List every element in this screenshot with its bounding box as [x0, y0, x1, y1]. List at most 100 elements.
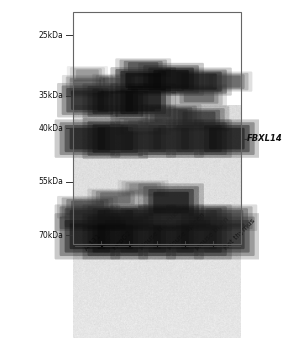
Text: Mouse spleen: Mouse spleen	[167, 212, 206, 251]
FancyBboxPatch shape	[166, 119, 232, 158]
FancyBboxPatch shape	[71, 201, 104, 214]
Text: 40kDa: 40kDa	[38, 124, 63, 133]
FancyBboxPatch shape	[148, 208, 194, 227]
FancyBboxPatch shape	[124, 61, 163, 75]
FancyBboxPatch shape	[82, 118, 148, 159]
FancyBboxPatch shape	[65, 220, 110, 253]
FancyBboxPatch shape	[88, 206, 143, 229]
FancyBboxPatch shape	[65, 208, 110, 227]
FancyBboxPatch shape	[171, 217, 227, 256]
FancyBboxPatch shape	[180, 88, 219, 104]
FancyBboxPatch shape	[66, 88, 108, 112]
Text: Mouse brain: Mouse brain	[195, 216, 230, 251]
Text: A-431: A-431	[83, 232, 103, 251]
FancyBboxPatch shape	[96, 191, 135, 205]
FancyBboxPatch shape	[55, 204, 120, 231]
FancyBboxPatch shape	[148, 68, 194, 91]
FancyBboxPatch shape	[128, 120, 158, 131]
Bar	[74, 12, 241, 244]
FancyBboxPatch shape	[62, 197, 113, 217]
FancyBboxPatch shape	[120, 71, 166, 90]
FancyBboxPatch shape	[100, 193, 130, 203]
FancyBboxPatch shape	[194, 119, 260, 158]
Text: 55kDa: 55kDa	[38, 177, 63, 186]
FancyBboxPatch shape	[55, 213, 120, 259]
FancyBboxPatch shape	[126, 182, 161, 195]
FancyBboxPatch shape	[115, 86, 171, 117]
FancyBboxPatch shape	[201, 206, 253, 229]
FancyBboxPatch shape	[199, 217, 255, 256]
FancyBboxPatch shape	[126, 128, 161, 149]
FancyBboxPatch shape	[115, 117, 171, 135]
FancyBboxPatch shape	[66, 77, 109, 96]
FancyBboxPatch shape	[145, 106, 197, 125]
FancyBboxPatch shape	[204, 125, 250, 152]
FancyBboxPatch shape	[98, 127, 133, 150]
FancyBboxPatch shape	[181, 223, 217, 249]
FancyBboxPatch shape	[98, 223, 133, 249]
FancyBboxPatch shape	[93, 89, 138, 114]
FancyBboxPatch shape	[98, 91, 133, 112]
Text: HepG2: HepG2	[111, 230, 133, 251]
FancyBboxPatch shape	[115, 69, 171, 92]
Text: 35kDa: 35kDa	[38, 91, 63, 100]
FancyBboxPatch shape	[115, 206, 171, 229]
FancyBboxPatch shape	[176, 71, 222, 92]
FancyBboxPatch shape	[153, 70, 189, 89]
FancyBboxPatch shape	[138, 63, 204, 96]
FancyBboxPatch shape	[59, 122, 115, 155]
FancyBboxPatch shape	[171, 206, 227, 229]
FancyBboxPatch shape	[148, 125, 194, 152]
Text: Rat thymus: Rat thymus	[223, 218, 256, 251]
FancyBboxPatch shape	[204, 220, 250, 253]
FancyBboxPatch shape	[59, 206, 115, 229]
FancyBboxPatch shape	[150, 107, 192, 124]
FancyBboxPatch shape	[194, 213, 260, 259]
Text: 70kDa: 70kDa	[38, 231, 63, 240]
FancyBboxPatch shape	[62, 75, 113, 98]
FancyBboxPatch shape	[143, 65, 199, 93]
FancyBboxPatch shape	[118, 180, 169, 197]
FancyBboxPatch shape	[115, 58, 171, 77]
Text: FBXL14: FBXL14	[247, 134, 283, 143]
FancyBboxPatch shape	[110, 83, 176, 119]
FancyBboxPatch shape	[59, 217, 115, 256]
FancyBboxPatch shape	[153, 192, 189, 214]
FancyBboxPatch shape	[176, 208, 222, 227]
FancyBboxPatch shape	[205, 73, 249, 90]
FancyBboxPatch shape	[70, 210, 105, 225]
FancyBboxPatch shape	[82, 83, 148, 119]
FancyBboxPatch shape	[143, 186, 199, 219]
FancyBboxPatch shape	[153, 210, 189, 225]
FancyBboxPatch shape	[66, 199, 108, 215]
FancyBboxPatch shape	[120, 118, 167, 134]
FancyBboxPatch shape	[175, 86, 223, 105]
FancyBboxPatch shape	[169, 106, 229, 131]
FancyBboxPatch shape	[67, 66, 108, 83]
FancyBboxPatch shape	[181, 210, 217, 225]
FancyBboxPatch shape	[166, 68, 232, 96]
FancyBboxPatch shape	[93, 208, 138, 227]
FancyBboxPatch shape	[57, 83, 118, 118]
FancyBboxPatch shape	[213, 76, 241, 88]
FancyBboxPatch shape	[143, 122, 199, 155]
FancyBboxPatch shape	[129, 183, 157, 194]
FancyBboxPatch shape	[171, 70, 227, 94]
FancyBboxPatch shape	[120, 89, 166, 114]
FancyBboxPatch shape	[138, 183, 204, 222]
FancyBboxPatch shape	[166, 213, 232, 259]
FancyBboxPatch shape	[93, 220, 138, 253]
FancyBboxPatch shape	[92, 74, 138, 94]
FancyBboxPatch shape	[115, 217, 171, 256]
FancyBboxPatch shape	[143, 217, 199, 256]
FancyBboxPatch shape	[143, 206, 199, 229]
FancyBboxPatch shape	[148, 220, 194, 253]
FancyBboxPatch shape	[138, 119, 204, 158]
FancyBboxPatch shape	[141, 104, 201, 127]
FancyBboxPatch shape	[181, 128, 217, 149]
FancyBboxPatch shape	[210, 210, 243, 225]
FancyBboxPatch shape	[120, 208, 166, 227]
FancyBboxPatch shape	[110, 119, 176, 158]
FancyBboxPatch shape	[70, 223, 105, 249]
FancyBboxPatch shape	[171, 84, 227, 107]
